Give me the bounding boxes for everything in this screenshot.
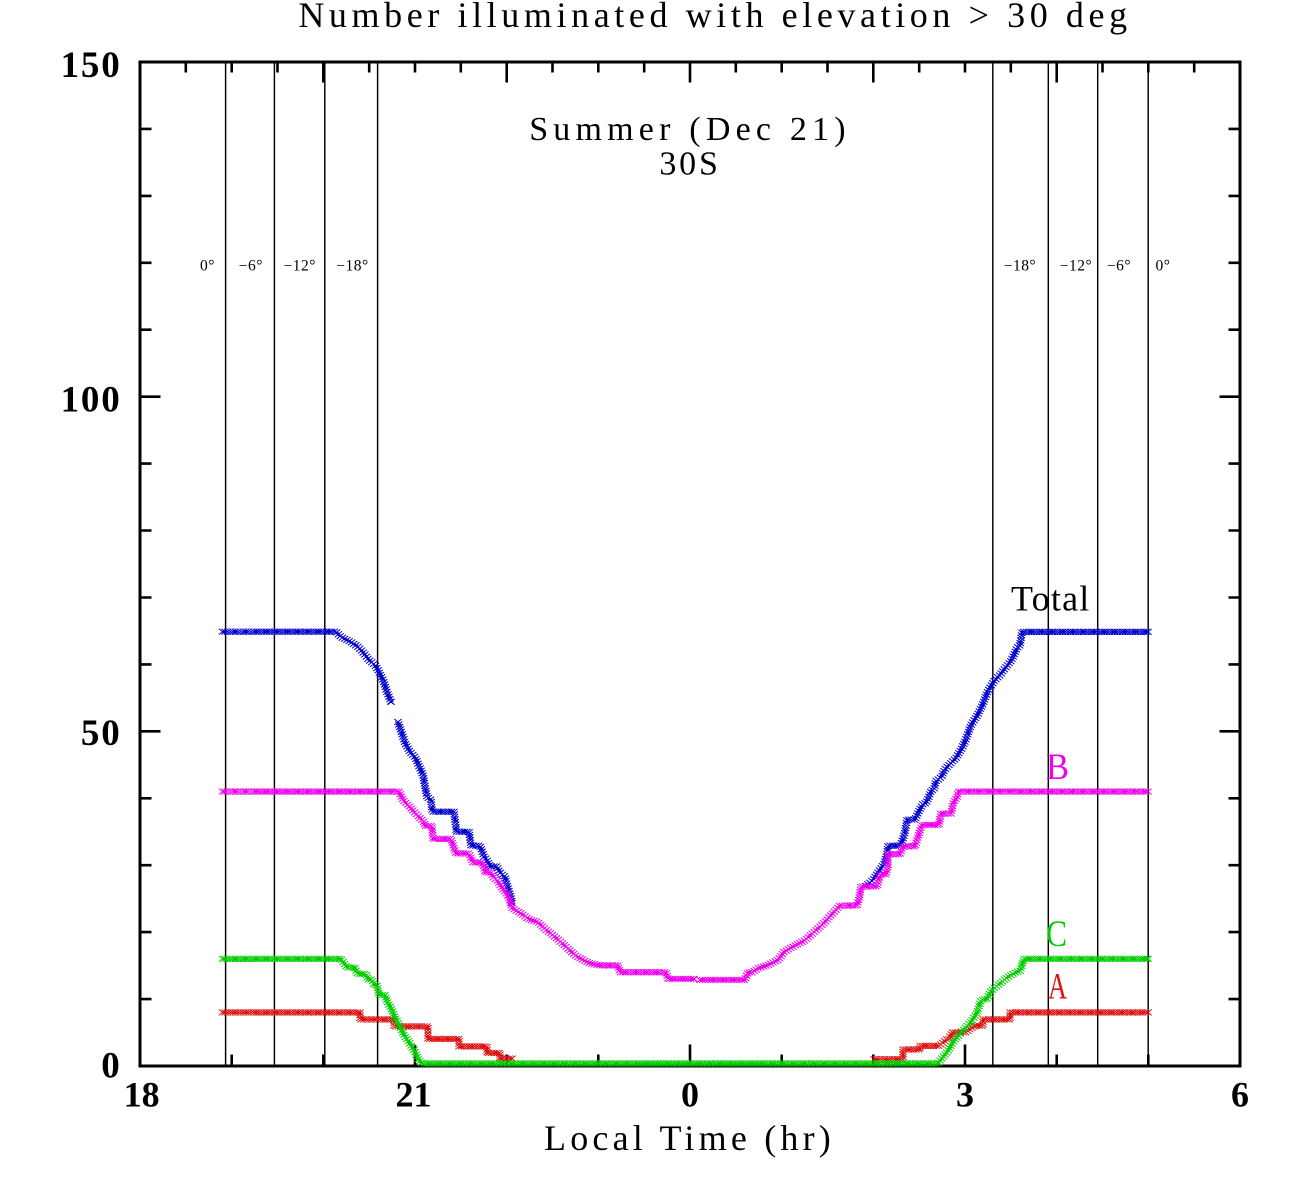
svg-text:50: 50 — [81, 713, 122, 754]
svg-text:A: A — [1048, 967, 1067, 1008]
svg-text:100: 100 — [61, 380, 122, 421]
svg-text:B: B — [1046, 747, 1069, 788]
svg-text:−18°: −18° — [1004, 257, 1036, 274]
svg-text:−12°: −12° — [284, 257, 316, 274]
svg-text:0: 0 — [681, 1075, 699, 1115]
svg-text:Local Time (hr): Local Time (hr) — [544, 1118, 835, 1158]
svg-text:150: 150 — [61, 45, 122, 86]
svg-text:Total: Total — [1011, 579, 1090, 619]
svg-text:−6°: −6° — [239, 257, 263, 274]
svg-text:−18°: −18° — [336, 257, 368, 274]
svg-text:30S: 30S — [659, 146, 720, 183]
svg-text:0: 0 — [101, 1045, 121, 1086]
svg-text:Summer (Dec 21): Summer (Dec 21) — [529, 111, 851, 148]
svg-text:−12°: −12° — [1060, 257, 1092, 274]
svg-text:−6°: −6° — [1107, 257, 1131, 274]
svg-text:Number illuminated with elevat: Number illuminated with elevation > 30 d… — [298, 0, 1131, 35]
svg-text:0°: 0° — [200, 257, 215, 274]
svg-text:21: 21 — [396, 1075, 432, 1115]
svg-text:6: 6 — [1231, 1075, 1249, 1115]
svg-text:0°: 0° — [1156, 257, 1171, 274]
svg-text:C: C — [1046, 914, 1067, 955]
svg-text:18: 18 — [124, 1075, 160, 1115]
svg-text:3: 3 — [956, 1075, 974, 1115]
